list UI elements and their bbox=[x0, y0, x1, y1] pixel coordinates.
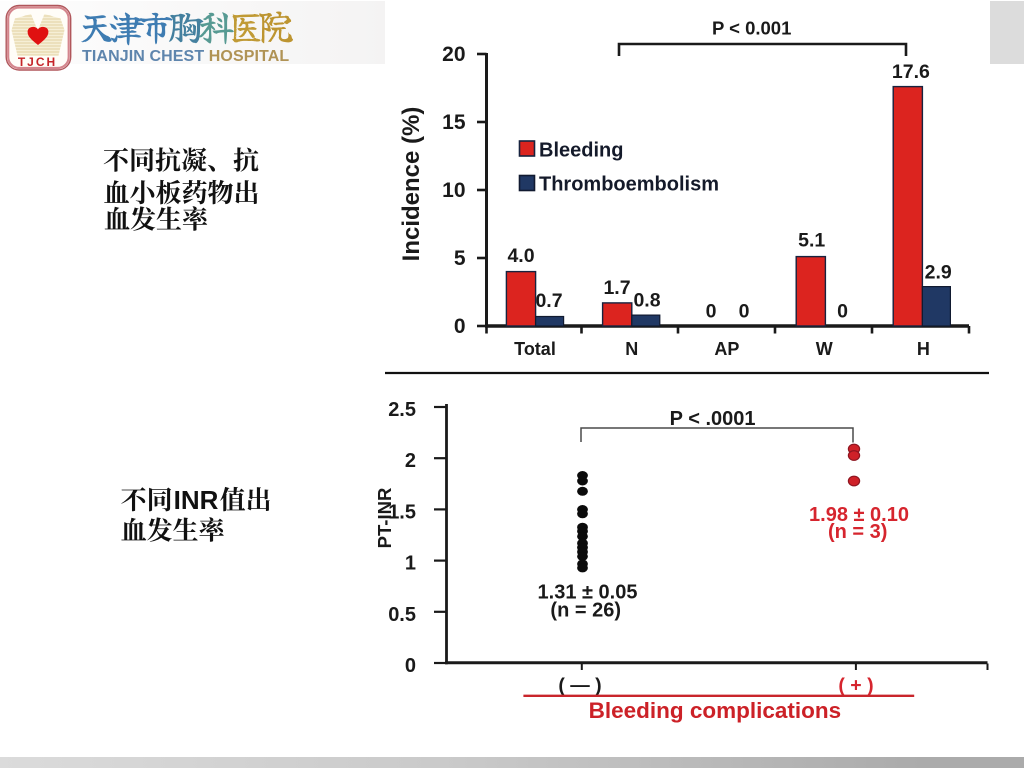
svg-text:0.7: 0.7 bbox=[535, 290, 562, 312]
svg-text:1.7: 1.7 bbox=[603, 277, 630, 299]
svg-text:1.98 ± 0.10: 1.98 ± 0.10 bbox=[809, 504, 909, 526]
svg-text:P < 0.001: P < 0.001 bbox=[712, 18, 791, 39]
svg-text:4.0: 4.0 bbox=[507, 245, 534, 267]
svg-text:INR: INR bbox=[174, 485, 219, 515]
svg-text:W: W bbox=[816, 339, 833, 359]
svg-text:0: 0 bbox=[837, 301, 848, 323]
svg-text:5.1: 5.1 bbox=[798, 230, 825, 252]
svg-text:( — ): ( — ) bbox=[558, 675, 601, 697]
svg-text:PT-INR: PT-INR bbox=[378, 488, 395, 549]
svg-text:1.31 ± 0.05: 1.31 ± 0.05 bbox=[538, 581, 638, 603]
svg-text:H: H bbox=[917, 339, 930, 359]
svg-text:( + ): ( + ) bbox=[838, 675, 873, 697]
svg-text:20: 20 bbox=[442, 43, 465, 66]
svg-text:N: N bbox=[625, 339, 638, 359]
svg-text:0: 0 bbox=[454, 315, 466, 338]
svg-text:15: 15 bbox=[442, 111, 466, 134]
svg-text:1.5: 1.5 bbox=[388, 501, 416, 523]
svg-text:P < .0001: P < .0001 bbox=[670, 408, 756, 430]
svg-text:2: 2 bbox=[405, 450, 416, 472]
svg-text:Bleeding: Bleeding bbox=[539, 140, 623, 162]
svg-text:0: 0 bbox=[405, 655, 416, 677]
svg-text:0.8: 0.8 bbox=[633, 290, 660, 312]
svg-text:Total: Total bbox=[514, 339, 556, 359]
svg-text:2.5: 2.5 bbox=[388, 399, 416, 421]
svg-text:17.6: 17.6 bbox=[892, 61, 930, 83]
svg-text:Thromboembolism: Thromboembolism bbox=[539, 174, 719, 196]
svg-text:(n = 3): (n = 3) bbox=[828, 521, 887, 543]
svg-text:2.9: 2.9 bbox=[925, 262, 952, 284]
svg-text:TJCH: TJCH bbox=[18, 55, 57, 69]
svg-text:5: 5 bbox=[454, 247, 466, 270]
svg-text:Bleeding complications: Bleeding complications bbox=[589, 698, 842, 723]
svg-text:(n = 26): (n = 26) bbox=[550, 600, 621, 622]
svg-text:0: 0 bbox=[706, 301, 717, 323]
svg-text:AP: AP bbox=[714, 339, 739, 359]
svg-text:0.5: 0.5 bbox=[388, 604, 416, 626]
svg-text:Incidence (%): Incidence (%) bbox=[398, 107, 425, 262]
svg-text:10: 10 bbox=[442, 179, 465, 202]
svg-text:0: 0 bbox=[739, 301, 750, 323]
svg-text:1: 1 bbox=[405, 553, 416, 575]
